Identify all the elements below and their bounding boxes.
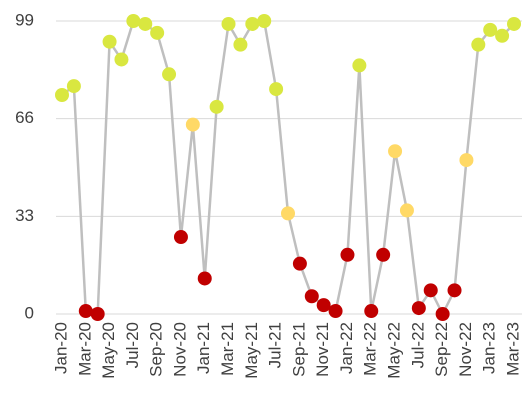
y-axis-ticks: 0 33 66 99 bbox=[15, 10, 34, 322]
x-axis-ticks: Jan-20 Mar-20 May-20 Jul-20 Sep-20 Nov-20 Jan-… bbox=[51, 322, 522, 379]
data-point bbox=[66, 79, 81, 94]
data-point bbox=[162, 67, 177, 82]
x-tick-label: Sep-22 bbox=[432, 322, 451, 377]
data-point bbox=[292, 256, 307, 271]
data-point bbox=[352, 58, 367, 73]
data-point bbox=[78, 304, 93, 319]
data-point bbox=[185, 117, 200, 132]
data-point bbox=[423, 283, 438, 298]
y-tick-label: 0 bbox=[25, 303, 34, 322]
data-point bbox=[233, 37, 248, 52]
data-point bbox=[138, 16, 153, 31]
data-point bbox=[245, 16, 260, 31]
x-tick-label: Jan-21 bbox=[194, 322, 213, 374]
data-point bbox=[269, 82, 284, 97]
data-point bbox=[221, 16, 236, 31]
x-tick-label: Jul-21 bbox=[266, 322, 285, 368]
x-tick-label: Jan-22 bbox=[337, 322, 356, 374]
data-point bbox=[257, 14, 272, 28]
x-tick-label: Mar-22 bbox=[361, 322, 380, 376]
data-point bbox=[495, 28, 510, 43]
data-point bbox=[114, 52, 129, 67]
data-point bbox=[126, 14, 141, 28]
data-points bbox=[55, 14, 521, 321]
x-tick-label: Mar-23 bbox=[503, 322, 522, 376]
x-tick-label: Mar-21 bbox=[218, 322, 237, 376]
data-point bbox=[435, 307, 450, 321]
data-point bbox=[328, 304, 343, 319]
data-point bbox=[507, 16, 521, 31]
data-point bbox=[55, 87, 69, 102]
x-tick-label: Jan-23 bbox=[480, 322, 499, 374]
data-point bbox=[340, 247, 355, 262]
data-point bbox=[316, 298, 331, 313]
x-tick-label: Nov-20 bbox=[170, 322, 189, 377]
gridlines bbox=[56, 20, 522, 315]
x-tick-label: Sep-20 bbox=[147, 322, 166, 377]
data-point bbox=[447, 283, 462, 298]
x-tick-label: Jul-22 bbox=[408, 322, 427, 368]
y-tick-label: 66 bbox=[15, 108, 34, 127]
x-tick-label: Mar-20 bbox=[75, 322, 94, 376]
data-point bbox=[388, 144, 403, 159]
y-tick-label: 33 bbox=[15, 206, 34, 225]
data-point bbox=[90, 307, 105, 321]
data-point bbox=[281, 206, 295, 221]
data-point bbox=[102, 34, 117, 49]
x-tick-label: May-20 bbox=[99, 322, 118, 379]
data-point bbox=[173, 230, 188, 245]
data-point bbox=[459, 153, 474, 168]
data-point bbox=[209, 99, 224, 114]
series-line bbox=[61, 19, 515, 316]
data-point bbox=[304, 289, 319, 304]
x-tick-label: May-22 bbox=[385, 322, 404, 379]
data-point bbox=[399, 203, 414, 218]
y-tick-label: 99 bbox=[15, 10, 34, 29]
data-point bbox=[411, 301, 426, 316]
data-point bbox=[471, 37, 486, 52]
data-point bbox=[150, 25, 165, 40]
data-point bbox=[197, 271, 212, 286]
x-tick-label: Jan-20 bbox=[51, 322, 70, 374]
x-tick-label: Nov-22 bbox=[456, 322, 475, 377]
data-point bbox=[364, 304, 379, 319]
data-point bbox=[483, 22, 498, 37]
x-tick-label: Jul-20 bbox=[123, 322, 142, 368]
x-tick-label: Nov-21 bbox=[313, 322, 332, 377]
x-tick-label: Sep-21 bbox=[289, 322, 308, 377]
x-tick-label: May-21 bbox=[242, 322, 261, 379]
data-point bbox=[376, 247, 391, 262]
